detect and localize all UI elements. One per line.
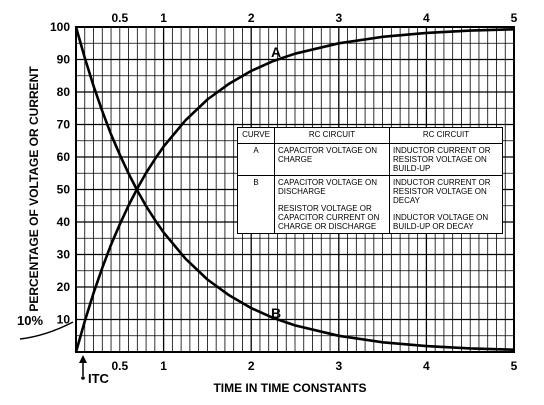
legend-header-rc-2: RC CIRCUIT bbox=[389, 127, 503, 144]
itc-dot bbox=[81, 376, 85, 380]
x-tick-label-bottom: 1 bbox=[160, 359, 167, 373]
legend-table: CURVE RC CIRCUIT RC CIRCUIT A CAPACITOR … bbox=[237, 127, 503, 234]
y-tick-label: 100 bbox=[50, 20, 70, 34]
curve-b-label: B bbox=[271, 305, 281, 321]
y-tick-label: 20 bbox=[57, 280, 71, 294]
x-tick-label-top: 5 bbox=[511, 11, 518, 25]
legend-header-curve: CURVE bbox=[237, 127, 275, 144]
grid-lines bbox=[76, 27, 514, 352]
y-tick-label: 80 bbox=[57, 85, 71, 99]
legend-row-a-curve: A bbox=[237, 143, 275, 176]
legend-row-b-col1-text-1: CAPACITOR VOLTAGE ON DISCHARGE bbox=[278, 178, 377, 196]
legend-row-b: B CAPACITOR VOLTAGE ON DISCHARGE RESISTO… bbox=[237, 175, 503, 234]
tick-labels: 0.5 0.5 1 1 2 2 3 3 4 4 5 5 10 20 30 40 50 60 70 80 90 100 bbox=[50, 11, 518, 373]
legend-row-b-curve: B bbox=[237, 175, 275, 234]
y-tick-label: 70 bbox=[57, 118, 71, 132]
legend-row-a-col1-text: CAPACITOR VOLTAGE ON CHARGE bbox=[278, 146, 377, 164]
x-tick-label-bottom: 5 bbox=[511, 359, 518, 373]
x-axis-title: TIME IN TIME CONSTANTS bbox=[213, 381, 366, 395]
plot-frame bbox=[75, 26, 515, 353]
x-tick-label-top: 4 bbox=[423, 11, 430, 25]
legend-row-a-col2: INDUCTOR CURRENT OR RESISTOR VOLTAGE ON … bbox=[389, 143, 503, 176]
x-tick-label-top: 0.5 bbox=[111, 11, 128, 25]
y-axis-title: PERCENTAGE OF VOLTAGE OR CURRENT bbox=[27, 66, 41, 312]
legend-row-a-col1: CAPACITOR VOLTAGE ON CHARGE bbox=[274, 143, 390, 176]
legend-row-a: A CAPACITOR VOLTAGE ON CHARGE INDUCTOR C… bbox=[237, 143, 503, 176]
x-tick-label-top: 1 bbox=[160, 11, 167, 25]
x-tick-label-top: 3 bbox=[335, 11, 342, 25]
legend-header-rc-1: RC CIRCUIT bbox=[274, 127, 390, 144]
x-tick-label-bottom: 2 bbox=[248, 359, 255, 373]
itc-arrow-head bbox=[79, 355, 87, 363]
legend-row-b-col2-text-2: INDUCTOR VOLTAGE ON BUILD-UP OR DECAY bbox=[393, 213, 489, 231]
itc-note: ITC bbox=[88, 371, 110, 386]
ten-percent-note: 10% bbox=[17, 313, 43, 328]
x-tick-label-top: 2 bbox=[248, 11, 255, 25]
legend-row-b-col1-text-2: RESISTOR VOLTAGE OR CAPACITOR CURRENT ON… bbox=[278, 204, 380, 231]
y-tick-label: 90 bbox=[57, 53, 71, 67]
curves bbox=[74, 26, 515, 353]
curve-a-label: A bbox=[271, 44, 281, 60]
x-tick-label-bottom: 4 bbox=[423, 359, 430, 373]
legend-row-b-col2-text-1: INDUCTOR CURRENT OR RESISTOR VOLTAGE ON … bbox=[393, 178, 491, 205]
x-tick-label-bottom: 0.5 bbox=[111, 359, 128, 373]
legend-header-row: CURVE RC CIRCUIT RC CIRCUIT bbox=[237, 127, 503, 144]
y-tick-label: 60 bbox=[57, 150, 71, 164]
series-line-a bbox=[74, 28, 515, 353]
legend-row-b-col1: CAPACITOR VOLTAGE ON DISCHARGE RESISTOR … bbox=[274, 175, 390, 234]
legend-row-a-col2-text: INDUCTOR CURRENT OR RESISTOR VOLTAGE ON … bbox=[393, 146, 491, 173]
series-line-b bbox=[74, 26, 515, 351]
y-tick-label: 40 bbox=[57, 215, 71, 229]
y-tick-label: 30 bbox=[57, 248, 71, 262]
y-tick-label: 10 bbox=[57, 313, 71, 327]
ten-percent-pointer bbox=[19, 321, 74, 340]
legend-row-b-col2: INDUCTOR CURRENT OR RESISTOR VOLTAGE ON … bbox=[389, 175, 503, 234]
x-tick-label-bottom: 3 bbox=[335, 359, 342, 373]
y-tick-label: 50 bbox=[57, 183, 71, 197]
